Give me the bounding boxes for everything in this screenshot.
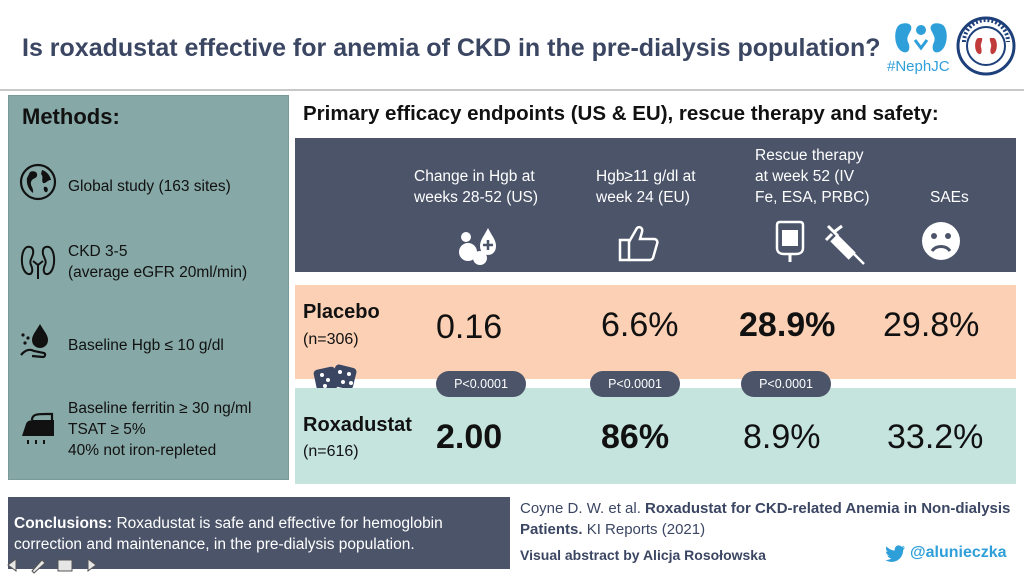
- pvalue-rescue: P<0.0001: [741, 371, 831, 397]
- kidney-logo-icon: [895, 23, 947, 53]
- citation-title: Roxadustat for CKD-related Anemia in Non…: [520, 500, 1011, 538]
- conclusions-body: Roxadustat is safe and effective for hem…: [14, 515, 443, 553]
- method-iron-line1: Baseline ferritin ≥ 30 ng/ml: [68, 400, 252, 417]
- conclusions-label: Conclusions:: [14, 515, 113, 532]
- sad-face-icon: [922, 222, 960, 260]
- method-ckd-line2: (average eGFR 20ml/min): [68, 264, 248, 281]
- iv-bag-icon: [775, 220, 805, 262]
- nephrology-seal-icon: [956, 16, 1016, 76]
- thumbs-up-icon: [618, 225, 659, 262]
- globe-icon: [19, 163, 57, 201]
- col-header-hgb-change-line1: Change in Hgb at: [414, 168, 535, 185]
- placebo-saes: 29.8%: [883, 306, 980, 344]
- col-header-hgb-change-line2: weeks 28-52 (US): [414, 189, 539, 206]
- roxadustat-n: (n=616): [303, 443, 359, 460]
- conclusions-text: Conclusions: Roxadustat is safe and effe…: [14, 513, 504, 555]
- col-header-hgb-11-line1: Hgb≥11 g/dl at: [596, 168, 696, 185]
- twitter-icon: [885, 545, 905, 562]
- placebo-hgb-change: 0.16: [436, 308, 503, 346]
- methods-title: Methods:: [22, 104, 120, 129]
- slide-toolbar[interactable]: [6, 556, 98, 574]
- kidneys-icon: [20, 245, 56, 279]
- next-slide-icon: [87, 558, 97, 572]
- method-iron-line3: 40% not iron-repleted: [68, 442, 217, 459]
- roxadustat-row: [295, 388, 1016, 484]
- roxadustat-label: Roxadustat: [303, 414, 412, 436]
- dice-icon: [313, 364, 357, 392]
- pen-icon: [31, 559, 46, 574]
- method-iron-line2: TSAT ≥ 5%: [68, 421, 146, 438]
- placebo-label: Placebo: [303, 301, 380, 323]
- roxadustat-rescue: 8.9%: [743, 418, 821, 456]
- placebo-row: [295, 285, 1016, 379]
- method-ckd-line1: CKD 3-5: [68, 243, 128, 260]
- method-ckd: CKD 3-5 (average eGFR 20ml/min): [68, 241, 247, 283]
- placebo-hgb-11: 6.6%: [601, 306, 679, 344]
- twitter-handle[interactable]: @alunieczka: [910, 544, 1007, 561]
- iron-icon: [22, 412, 54, 444]
- title-divider: [0, 89, 1024, 91]
- prev-slide-icon: [7, 558, 17, 572]
- col-header-rescue-line2: at week 52 (IV: [755, 168, 855, 185]
- roxadustat-hgb-change: 2.00: [436, 418, 503, 456]
- results-title: Primary efficacy endpoints (US & EU), re…: [303, 102, 939, 125]
- roxadustat-saes: 33.2%: [887, 418, 984, 456]
- conclusions-box: [8, 497, 510, 569]
- col-header-rescue: Rescue therapy at week 52 (IV Fe, ESA, P…: [755, 145, 870, 208]
- citation-journal: KI Reports (2021): [582, 521, 706, 538]
- col-header-hgb-11: Hgb≥11 g/dl at week 24 (EU): [596, 166, 696, 208]
- visual-abstract-credit: Visual abstract by Alicja Rosołowska: [520, 547, 766, 563]
- slides-icon: [57, 559, 73, 572]
- methods-panel: [8, 95, 289, 480]
- citation: Coyne D. W. et al. Roxadustat for CKD-re…: [520, 498, 1015, 540]
- page-title: Is roxadustat effective for anemia of CK…: [22, 34, 881, 62]
- col-header-saes: SAEs: [930, 189, 969, 206]
- blood-drop-hand-icon: [20, 324, 48, 359]
- roxadustat-hgb-11: 86%: [601, 418, 670, 456]
- placebo-n: (n=306): [303, 331, 359, 348]
- placebo-rescue: 28.9%: [739, 306, 836, 344]
- syringe-icon: [824, 224, 865, 265]
- col-header-rescue-line1: Rescue therapy: [755, 147, 864, 164]
- pvalue-hgb-11: P<0.0001: [590, 371, 680, 397]
- citation-authors: Coyne D. W. et al.: [520, 500, 646, 517]
- col-header-rescue-line3: Fe, ESA, PRBC): [755, 189, 870, 206]
- method-hgb: Baseline Hgb ≤ 10 g/dl: [68, 337, 224, 354]
- col-header-hgb-change: Change in Hgb at weeks 28-52 (US): [414, 166, 538, 208]
- method-iron: Baseline ferritin ≥ 30 ng/ml TSAT ≥ 5% 4…: [68, 398, 251, 461]
- col-header-hgb-11-line2: week 24 (EU): [596, 189, 690, 206]
- pvalue-hgb-change: P<0.0001: [436, 371, 526, 397]
- hashtag: #NephJC: [887, 58, 950, 75]
- pills-icon: [459, 228, 496, 265]
- method-global: Global study (163 sites): [68, 178, 231, 195]
